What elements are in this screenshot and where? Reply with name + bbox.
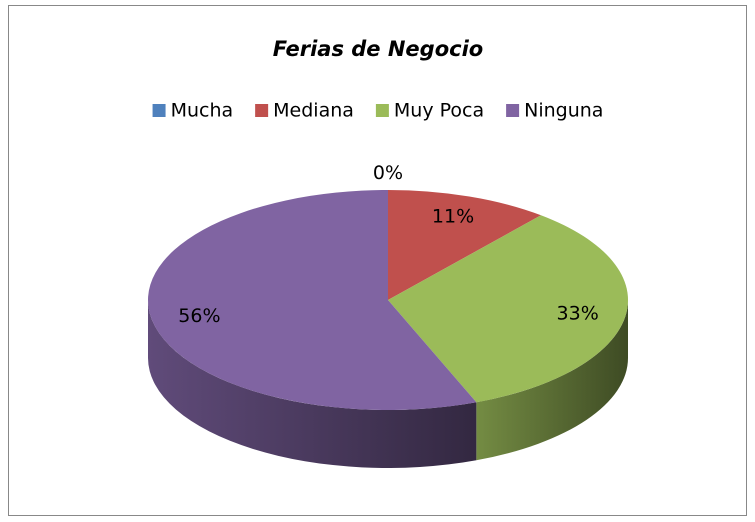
pie-side: [476, 300, 628, 461]
chart-title: Ferias de Negocio: [273, 37, 483, 61]
pie-side: [148, 300, 477, 469]
data-label: 56%: [178, 305, 220, 327]
legend-swatch: [255, 104, 269, 117]
legend-swatch: [375, 104, 389, 117]
legend-item: Mediana: [255, 100, 354, 122]
data-label: 0%: [373, 162, 403, 184]
pie-slice: [148, 189, 477, 410]
legend-item: Mucha: [152, 100, 234, 122]
data-label: 33%: [557, 302, 599, 324]
legend-swatch: [152, 104, 166, 117]
legend-label: Muy Poca: [394, 100, 484, 122]
legend-item: Muy Poca: [375, 100, 484, 122]
legend-item: Ninguna: [506, 100, 603, 122]
pie-slice: [388, 215, 629, 403]
data-label: 11%: [432, 206, 474, 228]
legend-swatch: [506, 104, 520, 117]
legend-label: Mucha: [171, 100, 234, 122]
legend-label: Ninguna: [524, 100, 603, 122]
legend-label: Mediana: [273, 100, 354, 122]
pie-slice: [388, 190, 541, 300]
